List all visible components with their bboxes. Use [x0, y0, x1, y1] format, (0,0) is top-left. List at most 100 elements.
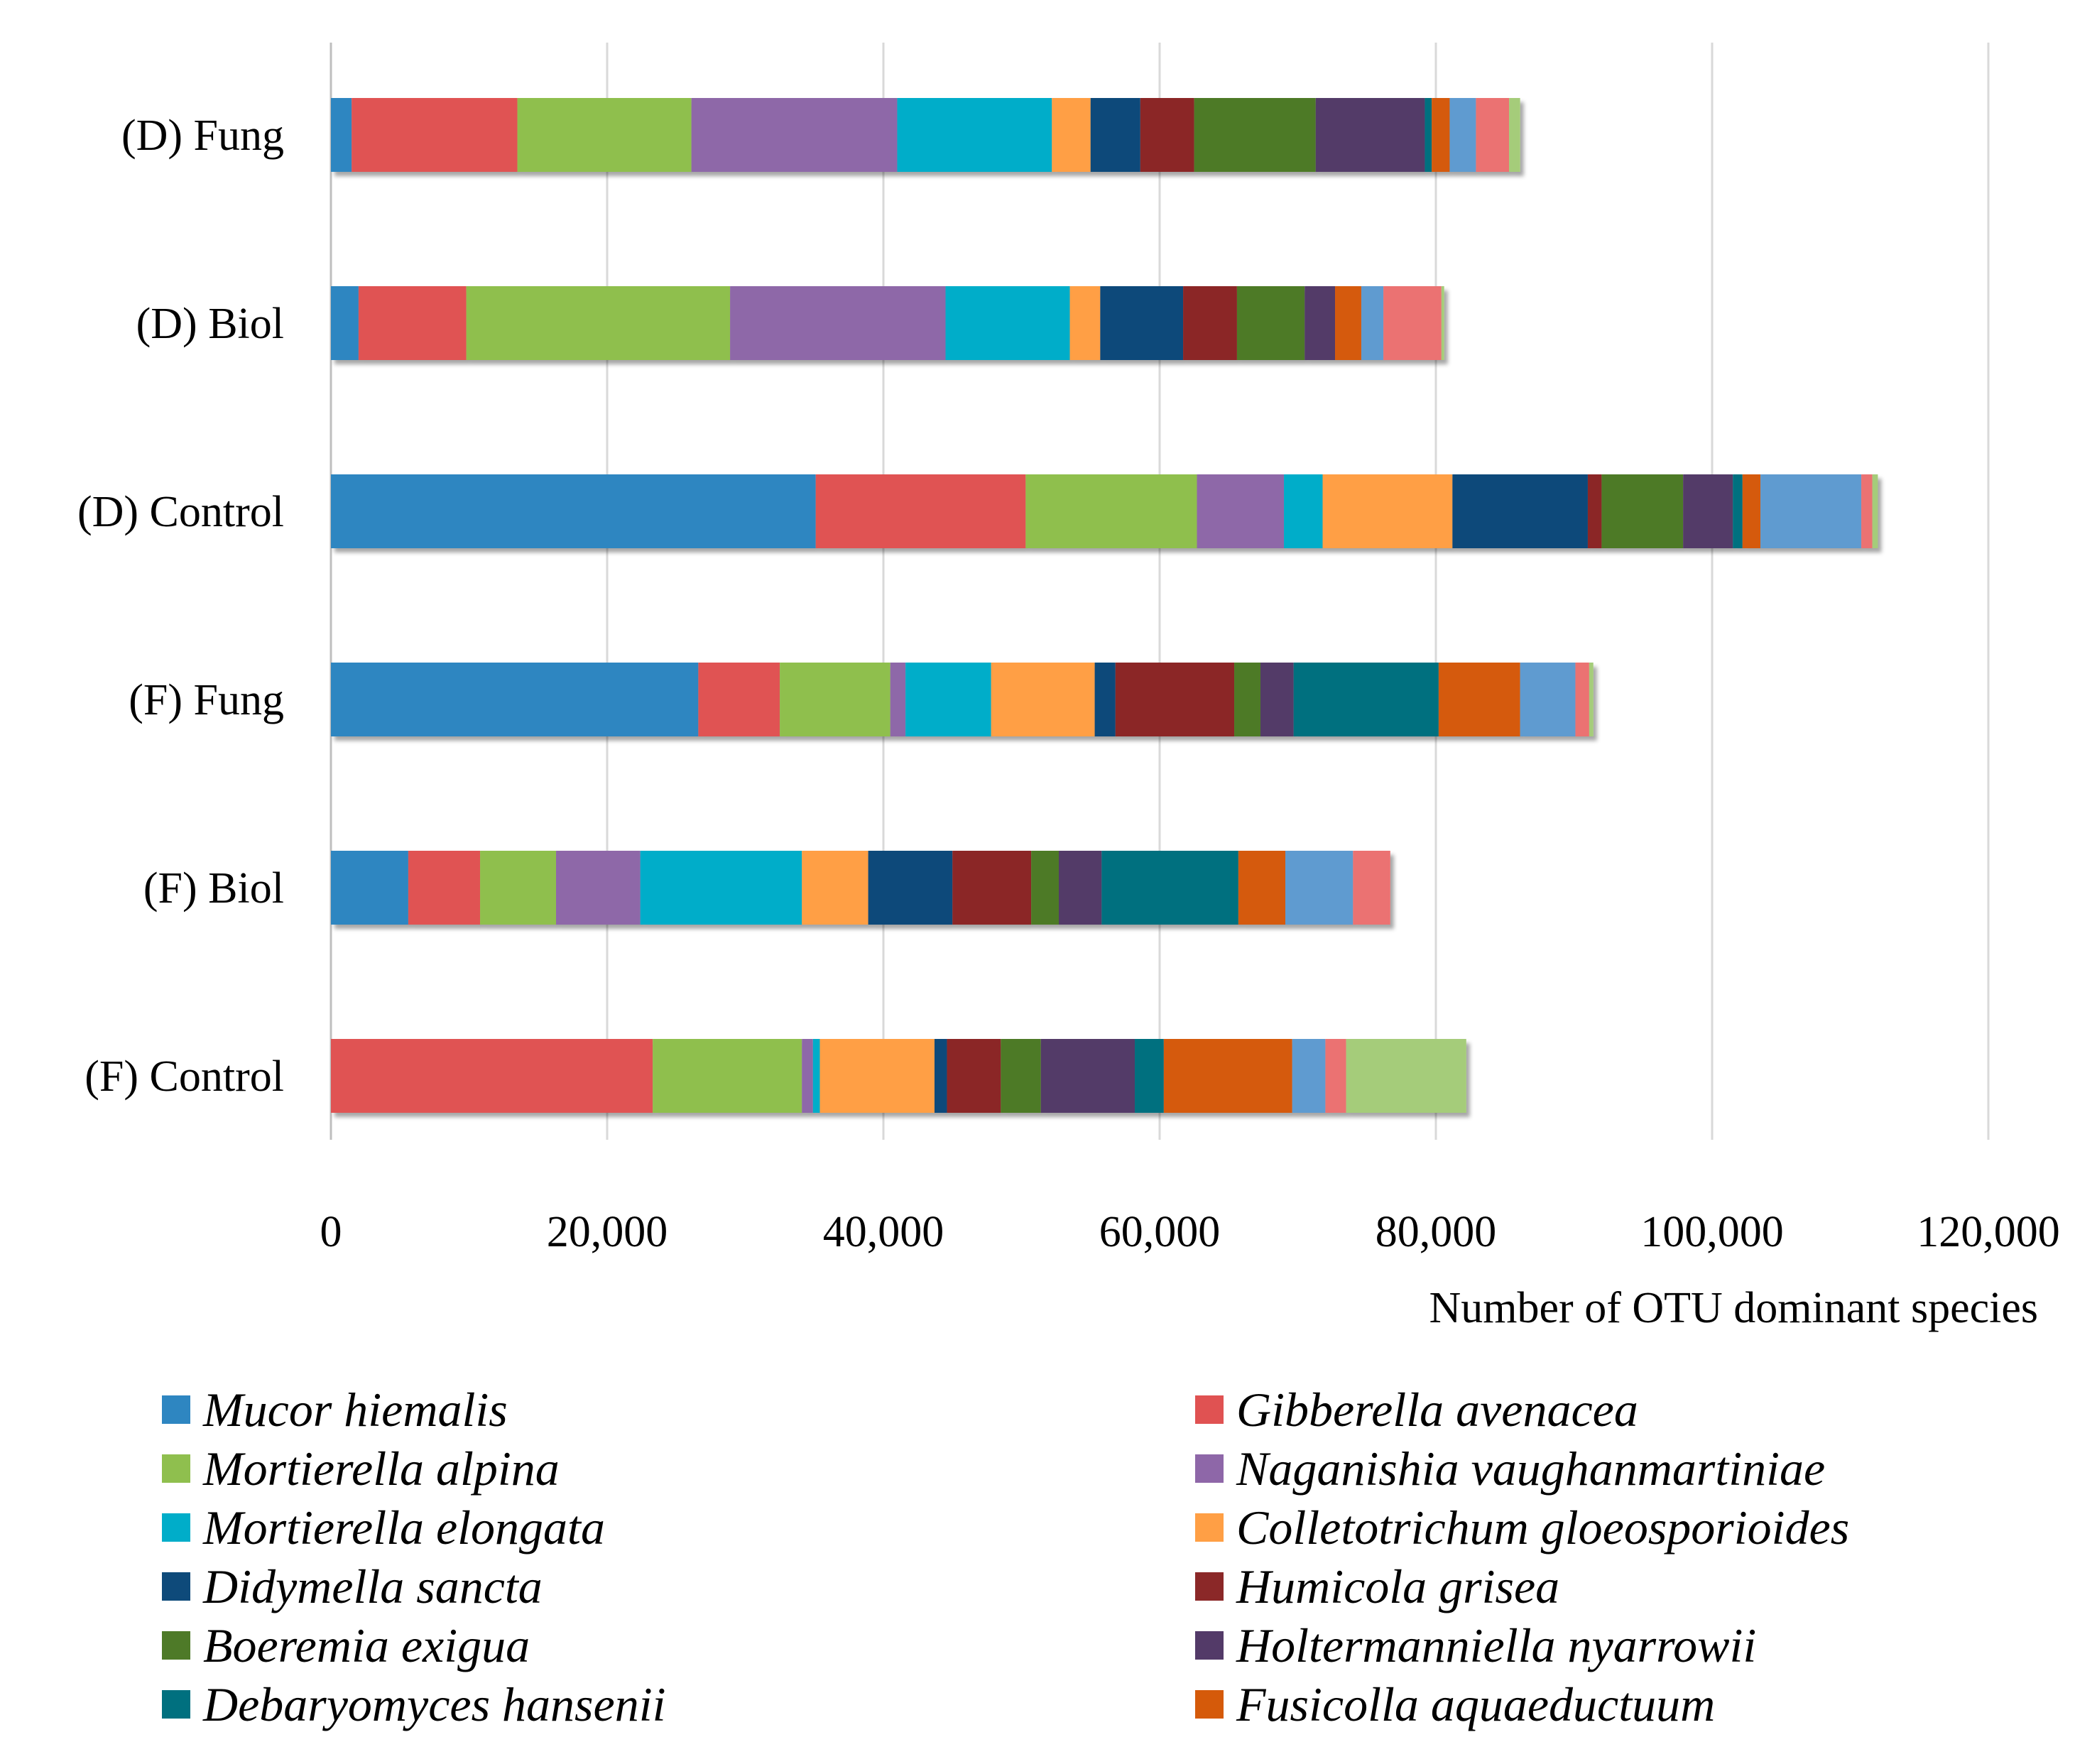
bar-row [331, 1039, 1466, 1113]
bar-segment [331, 1039, 653, 1113]
bar-segment [331, 851, 408, 925]
bar-segment [1140, 98, 1194, 172]
bar-row [331, 474, 1878, 548]
bar-segment [1335, 286, 1361, 360]
x-tick-label: 120,000 [1917, 1208, 2060, 1256]
bar-segment [640, 851, 802, 925]
bar-segment [1325, 1039, 1346, 1113]
category-label: (F) Fung [129, 676, 284, 724]
bar-segment [1322, 474, 1453, 548]
bar-segment [1134, 1039, 1164, 1113]
bar-segment [331, 663, 699, 736]
bar-segment [730, 286, 946, 360]
bar-segment [1260, 663, 1294, 736]
bar-segment [1383, 286, 1442, 360]
bar-segment [1101, 851, 1238, 925]
bar-row [331, 851, 1390, 925]
bar-segment [1315, 98, 1425, 172]
bar-segment [780, 663, 890, 736]
category-label: (F) Biol [143, 864, 284, 913]
bar-segment [1040, 1039, 1135, 1113]
bar-segment [991, 663, 1095, 736]
bar-row [331, 663, 1594, 736]
x-tick-label: 100,000 [1640, 1208, 1784, 1256]
bar-segment [1238, 851, 1285, 925]
bar-segment [691, 98, 898, 172]
bar-segment [1094, 663, 1116, 736]
bar-segment [517, 98, 692, 172]
bar-segment [947, 1039, 1001, 1113]
bar-segment [358, 286, 467, 360]
bar-segment [1449, 98, 1476, 172]
bar-segment [1069, 286, 1101, 360]
bar-segment [1733, 474, 1743, 548]
bar-segment [1059, 851, 1102, 925]
bar-segment [1197, 474, 1285, 548]
bar-segment [480, 851, 557, 925]
bar-segment [1872, 474, 1878, 548]
bar-segment [952, 851, 1032, 925]
bar-segment [1001, 1039, 1041, 1113]
x-tick-label: 40,000 [823, 1208, 944, 1256]
bar-segment [802, 1039, 813, 1113]
x-tick-label: 60,000 [1099, 1208, 1221, 1256]
bar-segment [945, 286, 1070, 360]
category-label: (F) Control [85, 1052, 284, 1101]
bar-segment [408, 851, 481, 925]
bar-segment [1861, 474, 1873, 548]
bar-segment [1742, 474, 1761, 548]
bar-segment [1292, 1039, 1326, 1113]
gridlines [329, 43, 1990, 1140]
bar-row [331, 98, 1520, 172]
bar-segment [802, 851, 868, 925]
bar-segment [1293, 663, 1439, 736]
bar-segment [868, 851, 953, 925]
bar-segment [1183, 286, 1237, 360]
bar-segment [1601, 474, 1684, 548]
bar-segment [653, 1039, 802, 1113]
bar-segment [1452, 474, 1588, 548]
x-tick-label: 20,000 [547, 1208, 668, 1256]
bar-segment [890, 663, 906, 736]
bar-segment [1305, 286, 1336, 360]
bar-segment [1589, 663, 1594, 736]
bar-segment [812, 1039, 820, 1113]
bar-segment [1052, 98, 1091, 172]
bar-segment [1438, 663, 1520, 736]
bar-segment [905, 663, 991, 736]
category-labels: (D) Fung (D) Biol (D) Control (F) Fung (F) B… [77, 111, 284, 1101]
x-tick-labels: 0 20,000 40,000 60,000 80,000 100,000 120,000 [320, 1208, 2060, 1256]
x-tick-label: 80,000 [1376, 1208, 1497, 1256]
bar-segment [1025, 474, 1197, 548]
bar-segment [1284, 474, 1323, 548]
x-axis-title: Number of OTU dominant species [1429, 1284, 2038, 1332]
bar-segment [1100, 286, 1184, 360]
bar-segment [1441, 286, 1444, 360]
bar-segment [352, 98, 518, 172]
bar-segment [1194, 98, 1316, 172]
bar-segment [819, 1039, 935, 1113]
bar-segment [331, 286, 359, 360]
bar-segment [1234, 663, 1260, 736]
bar-segment [1163, 1039, 1292, 1113]
bar-segment [1031, 851, 1060, 925]
bar-row [331, 286, 1444, 360]
bar-segment [1476, 98, 1510, 172]
bar-segment [1509, 98, 1520, 172]
bar-segment [1346, 1039, 1466, 1113]
category-label: (D) Fung [121, 111, 284, 160]
bar-segment [1090, 98, 1140, 172]
bar-segment [331, 98, 352, 172]
x-tick-label: 0 [320, 1208, 342, 1256]
bar-segment [1285, 851, 1353, 925]
bar-segment [1432, 98, 1450, 172]
category-label: (D) Biol [136, 300, 284, 348]
bars [331, 98, 1878, 1113]
bar-segment [466, 286, 731, 360]
bar-segment [1361, 286, 1384, 360]
bar-segment [1236, 286, 1305, 360]
bar-segment [698, 663, 780, 736]
bar-segment [1520, 663, 1576, 736]
bar-segment [556, 851, 641, 925]
